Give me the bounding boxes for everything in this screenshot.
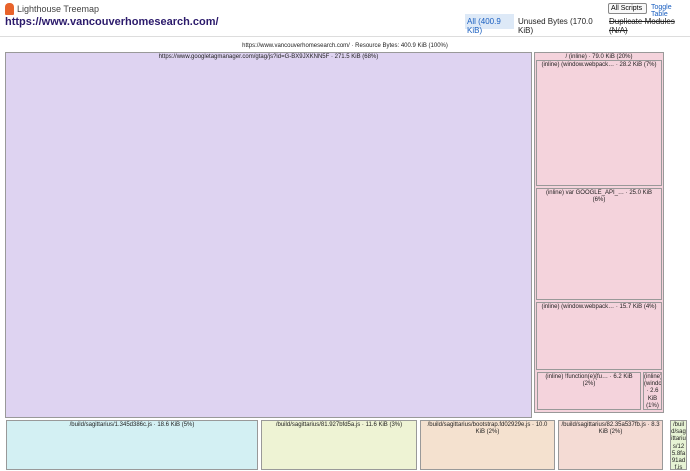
toggle-table[interactable]: Toggle Table: [651, 4, 672, 18]
mode-unused[interactable]: Unused Bytes (170.0 KiB): [518, 17, 593, 35]
treemap-node[interactable]: (inline) (window.webpack… · 28.2 KiB (7%…: [536, 60, 662, 186]
treemap-node[interactable]: /build/sagittarius/bootstrap.fd02929e.js…: [420, 420, 555, 470]
treemap-title: https://www.vancouverhomesearch.com/ · R…: [242, 43, 448, 49]
treemap-node[interactable]: (inline) !function(e){fu… · 6.2 KiB (2%): [537, 372, 641, 410]
treemap-node[interactable]: https://www.googletagmanager.com/gtag/js…: [5, 52, 532, 418]
treemap-node[interactable]: (inline) (window.webpack… · 15.7 KiB (4%…: [536, 302, 662, 370]
mode-duplicate[interactable]: Duplicate Modules (N/A): [609, 17, 675, 35]
page-url: https://www.vancouverhomesearch.com/: [5, 16, 219, 28]
treemap-node[interactable]: /build/sagittarius/81.927bfd5a.js · 11.6…: [261, 420, 417, 470]
mode-all[interactable]: All (400.9 KiB): [465, 14, 514, 35]
treemap-node[interactable]: /build/sagittarius/82.35a537fb.js · 8.3 …: [558, 420, 663, 470]
app-title: Lighthouse Treemap: [17, 4, 100, 14]
separator: [0, 36, 690, 37]
treemap-node[interactable]: (inline) var GOOGLE_API_… · 25.0 KiB (6%…: [536, 188, 662, 300]
treemap-node[interactable]: /build/sagittarius/1.345d386c.js · 18.6 …: [6, 420, 258, 470]
treemap-node[interactable]: /build/sagittarius/125.8fa91adf.js: [670, 420, 687, 470]
lighthouse-icon: [5, 3, 14, 15]
script-select[interactable]: All Scripts: [608, 3, 647, 14]
treemap-node[interactable]: (inline) (window.webpack… · 2.6 KiB (1%): [643, 372, 662, 410]
